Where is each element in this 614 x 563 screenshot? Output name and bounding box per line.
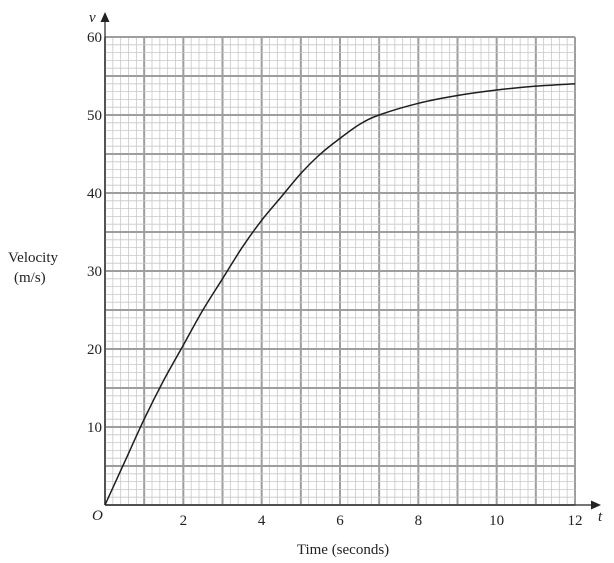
y-axis-letter: v	[89, 10, 96, 26]
origin-label: O	[92, 508, 103, 524]
x-axis-arrow	[591, 500, 601, 510]
curve-layer	[104, 83, 576, 506]
x-tick-label: 12	[568, 513, 583, 529]
y-tick-label: 40	[87, 186, 102, 202]
y-tick-labels: 10 20 30 40 50 60	[87, 30, 102, 436]
x-tick-label: 4	[258, 513, 266, 529]
y-axis-label-line1: Velocity	[8, 250, 58, 266]
y-tick-label: 20	[87, 342, 102, 358]
axes	[100, 12, 601, 510]
x-tick-label: 10	[489, 513, 504, 529]
x-tick-label: 2	[180, 513, 188, 529]
y-tick-label: 60	[87, 30, 102, 46]
y-tick-label: 50	[87, 108, 102, 124]
y-axis-label-line2: (m/s)	[14, 270, 46, 286]
x-axis-letter: t	[598, 509, 603, 525]
y-tick-label: 30	[87, 264, 102, 280]
y-tick-label: 10	[87, 420, 102, 436]
grid	[104, 36, 576, 506]
x-tick-labels: 2 4 6 8 10 12	[180, 513, 583, 529]
velocity-curve	[104, 83, 576, 506]
x-tick-label: 8	[415, 513, 423, 529]
x-axis-label: Time (seconds)	[297, 542, 389, 558]
x-tick-label: 6	[336, 513, 344, 529]
y-axis-arrow	[100, 12, 110, 22]
